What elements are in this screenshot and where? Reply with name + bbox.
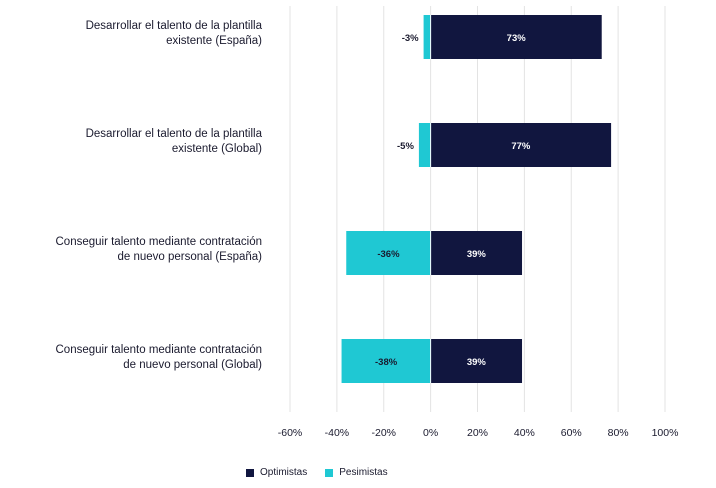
- x-tick-label: 100%: [652, 427, 679, 439]
- category-label: de nuevo personal (España): [118, 251, 263, 263]
- x-tick-label: -40%: [325, 427, 350, 439]
- category-label: Conseguir talento mediante contratación: [56, 344, 263, 356]
- category-label: Desarrollar el talento de la plantilla: [86, 20, 263, 32]
- category-label: existente (Global): [172, 143, 262, 155]
- data-label-pesimistas: -36%: [377, 249, 400, 260]
- category-label: Conseguir talento mediante contratación: [56, 236, 263, 248]
- bar-optimistas: [430, 339, 523, 383]
- x-tick-label: 60%: [561, 427, 582, 439]
- data-label-pesimistas: -38%: [375, 357, 398, 368]
- bar-pesimistas: [418, 123, 431, 167]
- data-label-pesimistas: -3%: [402, 33, 419, 44]
- x-tick-label: -60%: [278, 427, 303, 439]
- data-label-pesimistas: -5%: [397, 141, 414, 152]
- bar-optimistas: [430, 231, 523, 275]
- legend-item-optimistas: Optimistas: [246, 467, 307, 478]
- legend: Optimistas Pesimistas: [246, 467, 388, 478]
- x-tick-label: 0%: [423, 427, 438, 439]
- data-label-optimistas: 39%: [467, 249, 487, 260]
- category-label: existente (España): [166, 35, 262, 47]
- legend-swatch-pesimistas: [325, 468, 334, 477]
- legend-item-pesimistas: Pesimistas: [325, 467, 388, 478]
- data-label-optimistas: 73%: [507, 33, 527, 44]
- x-tick-label: -20%: [371, 427, 396, 439]
- legend-label-optimistas: Optimistas: [260, 467, 308, 478]
- bar-pesimistas: [346, 231, 431, 275]
- category-label: Desarrollar el talento de la plantilla: [86, 128, 263, 140]
- bar-optimistas: [430, 15, 602, 59]
- legend-label-pesimistas: Pesimistas: [339, 467, 388, 478]
- x-tick-label: 80%: [608, 427, 629, 439]
- data-label-optimistas: 39%: [467, 357, 487, 368]
- x-tick-label: 20%: [467, 427, 488, 439]
- bar-optimistas: [430, 123, 612, 167]
- x-tick-label: 40%: [514, 427, 535, 439]
- category-label: de nuevo personal (Global): [123, 359, 262, 371]
- bar-pesimistas: [423, 15, 431, 59]
- bar-pesimistas: [341, 339, 431, 383]
- legend-swatch-optimistas: [246, 468, 254, 477]
- data-label-optimistas: 77%: [511, 141, 531, 152]
